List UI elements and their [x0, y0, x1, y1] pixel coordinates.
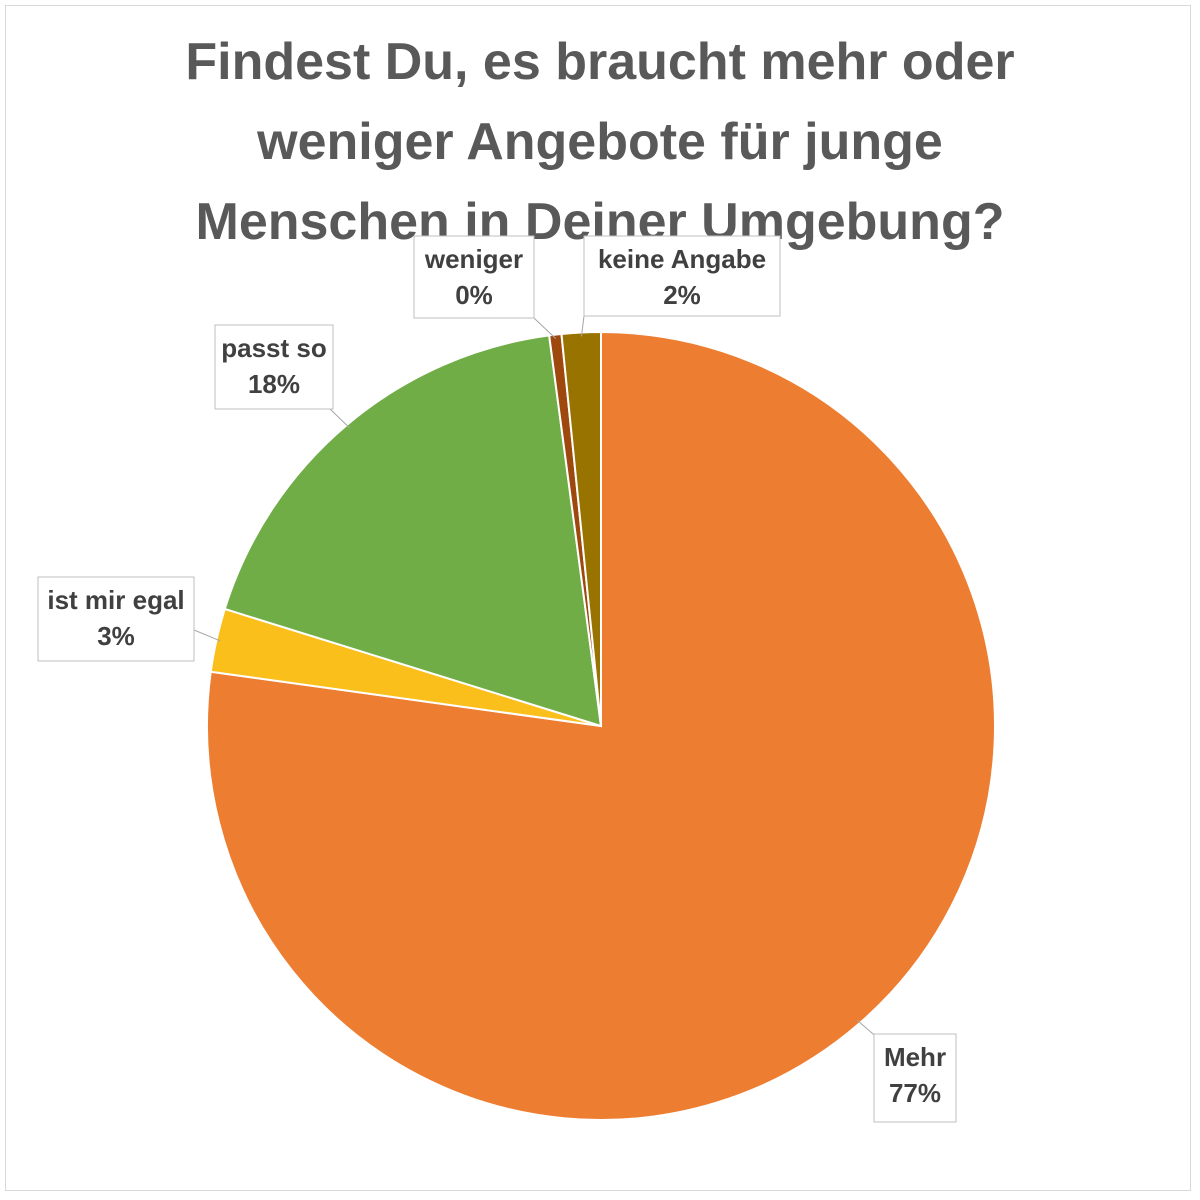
leader-line — [580, 315, 585, 337]
chart-title-line-2: weniger Angebote für junge — [257, 113, 943, 171]
chart-title: Findest Du, es braucht mehr oder weniger… — [0, 22, 1200, 262]
data-label-box — [214, 324, 334, 410]
data-label-percent: 77% — [889, 1078, 941, 1108]
data-label-percent: 2% — [663, 280, 701, 310]
data-label-category: Mehr — [884, 1042, 946, 1072]
data-label-box — [873, 1033, 957, 1123]
pie-slices — [206, 330, 996, 1121]
data-label-category: ist mir egal — [47, 585, 184, 615]
data-label-percent: 18% — [248, 369, 300, 399]
leader-line — [533, 317, 557, 339]
data-label-box — [37, 576, 195, 662]
chart-title-line-1: Findest Du, es braucht mehr oder — [185, 33, 1015, 91]
leader-line — [193, 629, 221, 642]
data-label-category: weniger — [424, 244, 523, 274]
data-label-category: passt so — [221, 333, 327, 363]
data-label-category: keine Angabe — [598, 244, 766, 274]
data-label-box — [583, 235, 781, 317]
data-labels: Mehr 77% ist mir egal 3% passt so 18% weniger 0… — [37, 235, 957, 1123]
data-label-percent: 3% — [97, 621, 135, 651]
pie-slice-mehr — [206, 330, 996, 1121]
pie-slice-keine-angabe — [560, 330, 602, 727]
data-label-percent: 0% — [455, 280, 493, 310]
leader-line — [329, 408, 350, 429]
data-label-box — [413, 235, 535, 319]
